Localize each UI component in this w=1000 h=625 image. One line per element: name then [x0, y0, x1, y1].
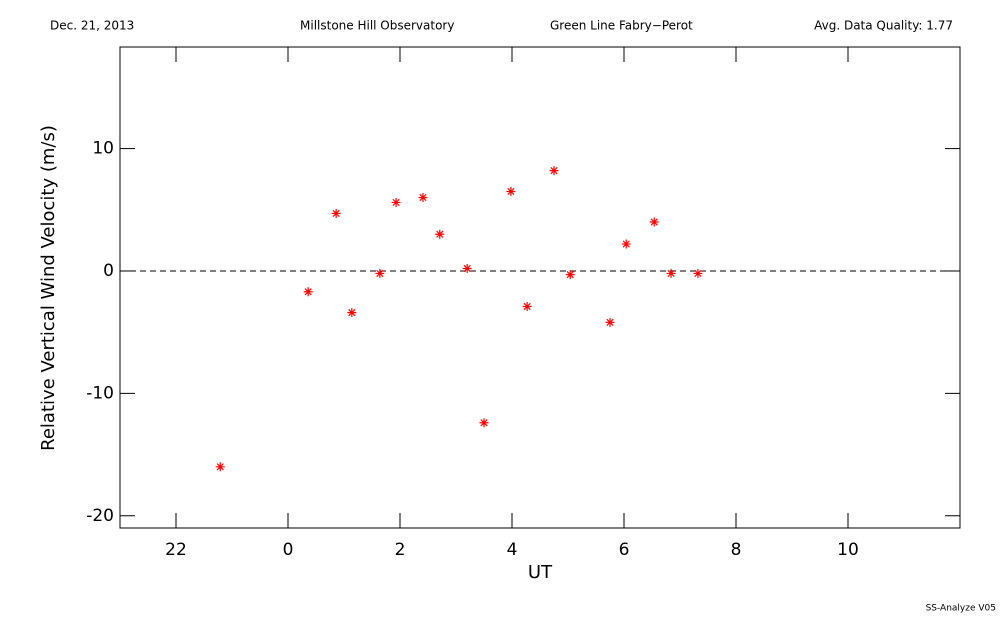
data-point — [347, 308, 357, 318]
data-point — [375, 268, 385, 278]
data-point — [331, 208, 341, 218]
x-tick-label: 0 — [283, 540, 294, 560]
y-tick-label: 0 — [103, 261, 114, 281]
data-point — [522, 301, 532, 311]
instrument: Green Line Fabry−Perot — [550, 19, 693, 33]
x-tick-label: 10 — [837, 540, 859, 560]
x-tick-label: 4 — [507, 540, 518, 560]
y-axis-label: Relative Vertical Wind Velocity (m/s) — [38, 125, 59, 451]
data-point — [693, 268, 703, 278]
x-axis-label: UT — [528, 562, 553, 583]
data-point — [649, 217, 659, 227]
date: Dec. 21, 2013 — [50, 19, 134, 33]
data-point — [215, 462, 225, 472]
x-tick-label: 8 — [731, 540, 742, 560]
x-tick-label: 6 — [619, 540, 630, 560]
data-point — [462, 264, 472, 274]
footer: SS-Analyze V05 — [926, 604, 996, 614]
data-point — [666, 268, 676, 278]
observatory: Millstone Hill Observatory — [300, 19, 454, 33]
y-tick-label: -20 — [86, 506, 114, 526]
data-point — [549, 166, 559, 176]
data-point — [303, 287, 313, 297]
data-point — [418, 193, 428, 203]
plot-frame — [119, 46, 961, 529]
data-point — [391, 197, 401, 207]
x-tick-label: 22 — [165, 540, 187, 560]
data-point — [506, 186, 516, 196]
data-point — [605, 317, 615, 327]
data-point — [479, 418, 489, 428]
data-point — [435, 229, 445, 239]
data-point — [565, 270, 575, 280]
data-point — [621, 239, 631, 249]
data-quality: Avg. Data Quality: 1.77 — [814, 19, 953, 33]
x-tick-label: 2 — [395, 540, 406, 560]
y-tick-label: -10 — [86, 383, 114, 403]
y-tick-label: 10 — [92, 139, 114, 159]
